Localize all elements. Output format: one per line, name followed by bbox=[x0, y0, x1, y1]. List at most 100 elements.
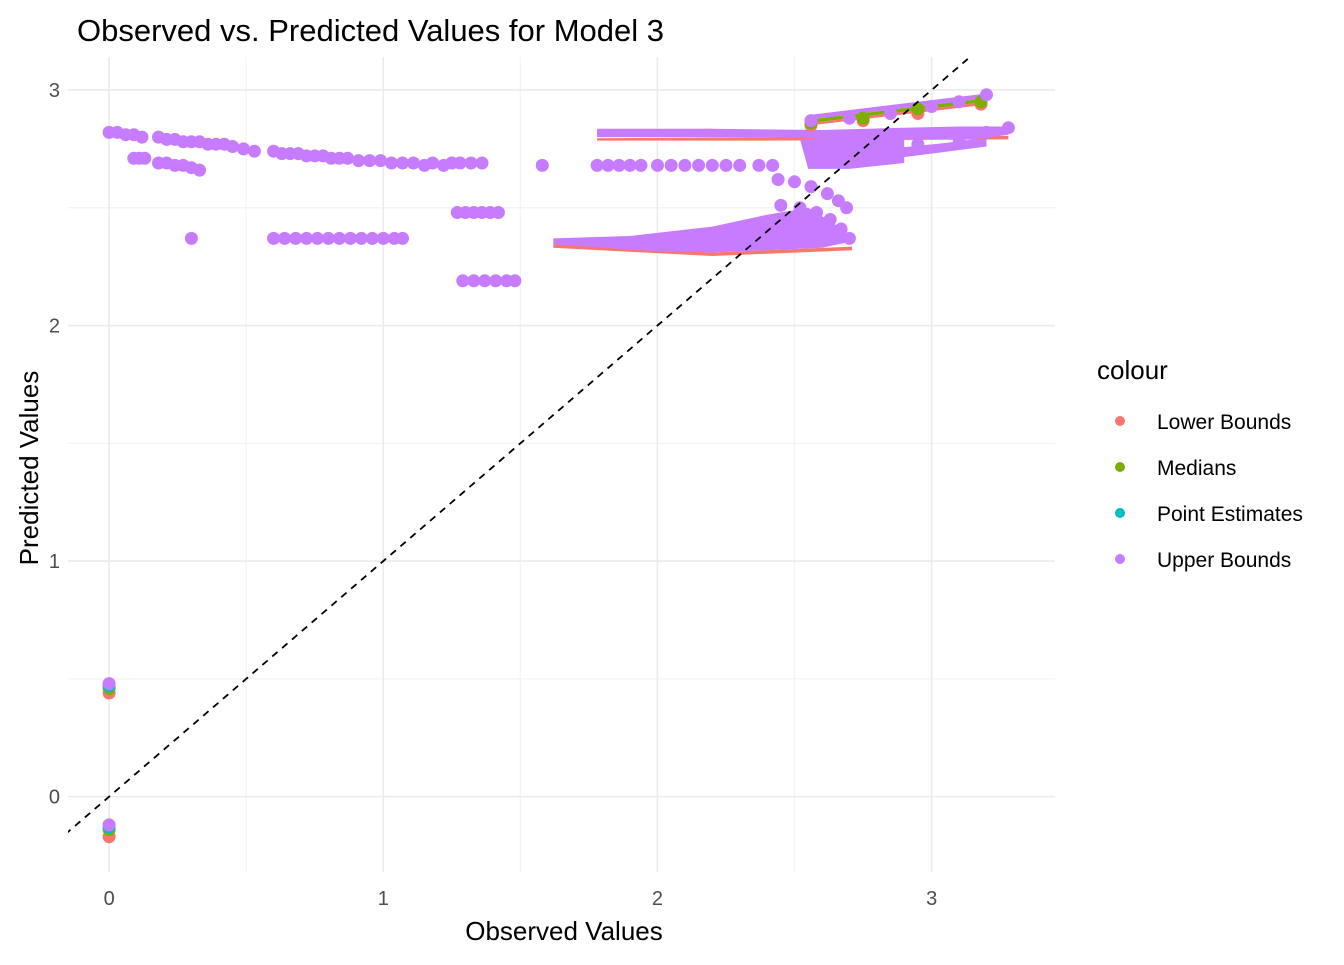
upper-cluster bbox=[800, 137, 905, 169]
upper-bounds-point bbox=[193, 163, 207, 177]
upper-bounds-point bbox=[237, 142, 250, 156]
y-tick-label: 0 bbox=[49, 787, 60, 809]
upper-bounds-point bbox=[289, 231, 303, 245]
upper-bounds-point bbox=[363, 154, 377, 168]
upper-bounds-point bbox=[406, 156, 420, 170]
upper-bounds-point bbox=[678, 158, 692, 172]
upper-bounds-point bbox=[612, 158, 626, 172]
upper-bounds-point bbox=[352, 154, 366, 168]
y-tick-label: 2 bbox=[49, 316, 60, 338]
upper-bounds-point bbox=[952, 95, 966, 109]
upper-bounds-point bbox=[820, 187, 834, 201]
upper-bounds-point bbox=[453, 156, 467, 170]
upper-bounds-point bbox=[491, 206, 505, 219]
legend-title: colour bbox=[1097, 355, 1168, 385]
upper-bounds-point bbox=[102, 818, 116, 832]
upper-bounds-point bbox=[842, 111, 856, 125]
upper-bounds-point bbox=[396, 156, 409, 170]
upper-top-band bbox=[811, 93, 987, 120]
upper-bounds-point bbox=[365, 231, 379, 245]
medians-point bbox=[911, 102, 925, 116]
upper-bounds-point bbox=[834, 222, 848, 236]
y-axis-title: Predicted Values bbox=[14, 371, 44, 566]
x-tick-label: 3 bbox=[926, 888, 937, 910]
legend-key-upper-bounds bbox=[1115, 554, 1125, 564]
legend-label-medians: Medians bbox=[1157, 457, 1236, 480]
upper-bounds-point bbox=[793, 201, 807, 215]
upper-bounds-point bbox=[376, 231, 390, 245]
upper-bounds-point bbox=[102, 677, 116, 691]
upper-bounds-point bbox=[267, 231, 281, 245]
upper-bounds-point bbox=[870, 142, 884, 156]
upper-bounds-point bbox=[719, 158, 733, 172]
legend-label-lower-bounds: Lower Bounds bbox=[1157, 411, 1291, 434]
chart-title: Observed vs. Predicted Values for Model … bbox=[77, 13, 664, 48]
legend-label-upper-bounds: Upper Bounds bbox=[1157, 549, 1291, 572]
upper-bounds-point bbox=[774, 198, 788, 212]
upper-bounds-point bbox=[396, 231, 409, 245]
upper-bounds-point bbox=[354, 231, 368, 245]
upper-bounds-point bbox=[426, 156, 440, 170]
data-bands bbox=[457, 93, 1009, 284]
legend-label-point-estimates: Point Estimates bbox=[1157, 503, 1303, 526]
upper-bounds-point bbox=[692, 158, 706, 172]
upper-bounds-point bbox=[840, 201, 854, 215]
x-tick-label: 1 bbox=[378, 888, 389, 910]
upper-bounds-point bbox=[842, 231, 856, 245]
x-tick-label: 0 bbox=[104, 888, 115, 910]
upper-bounds-point bbox=[705, 158, 719, 172]
identity-reference-line bbox=[68, 57, 972, 834]
upper-bounds-point bbox=[980, 125, 993, 139]
upper-bounds-point bbox=[385, 156, 398, 170]
upper-bounds-point bbox=[823, 213, 837, 226]
upper-bounds-point bbox=[478, 274, 492, 288]
upper-bounds-point bbox=[911, 137, 925, 151]
upper-bounds-point bbox=[467, 274, 481, 288]
upper-cluster bbox=[597, 126, 1009, 168]
upper-bounds-point bbox=[311, 231, 324, 245]
upper-bounds-point bbox=[322, 231, 335, 245]
grid bbox=[68, 57, 1055, 872]
upper-bounds-point bbox=[184, 231, 198, 245]
upper-bounds-point bbox=[634, 158, 648, 172]
upper-bounds-point bbox=[590, 158, 604, 172]
legend-item-upper-bounds: Upper Bounds bbox=[1115, 549, 1291, 572]
lower-rim bbox=[553, 244, 853, 256]
upper-bounds-point bbox=[980, 88, 993, 102]
upper-bounds-point bbox=[733, 158, 747, 172]
legend-item-lower-bounds: Lower Bounds bbox=[1115, 411, 1291, 434]
upper-bounds-point bbox=[135, 130, 149, 144]
upper-bounds-point bbox=[810, 206, 823, 219]
legend: colour Lower Bounds Medians Point Estima… bbox=[1097, 355, 1303, 572]
upper-bounds-point bbox=[788, 175, 801, 189]
band-bar bbox=[597, 128, 713, 136]
upper-bounds-point bbox=[601, 158, 615, 172]
upper-bounds-point bbox=[651, 158, 664, 172]
upper-bounds-point bbox=[456, 274, 470, 288]
upper-bounds-point bbox=[771, 173, 785, 186]
upper-bounds-point bbox=[766, 158, 780, 172]
upper-bounds-point bbox=[804, 180, 818, 194]
upper-bounds-point bbox=[300, 231, 313, 245]
upper-bounds-point bbox=[278, 231, 292, 245]
upper-bounds-point bbox=[464, 156, 478, 170]
legend-key-medians bbox=[1115, 462, 1125, 472]
legend-key-lower-bounds bbox=[1115, 416, 1125, 426]
legend-item-point-estimates: Point Estimates bbox=[1115, 503, 1303, 526]
upper-bounds-point bbox=[138, 151, 152, 165]
lower-wedge bbox=[553, 207, 855, 253]
upper-bounds-point bbox=[1001, 121, 1015, 135]
upper-bounds-point bbox=[952, 132, 966, 146]
upper-bounds-point bbox=[489, 274, 503, 288]
y-tick-label: 1 bbox=[49, 551, 60, 573]
upper-bounds-point bbox=[332, 231, 346, 245]
legend-key-point-estimates bbox=[1115, 508, 1125, 518]
upper-bounds-point bbox=[925, 100, 939, 113]
legend-item-medians: Medians bbox=[1115, 457, 1236, 480]
upper-bounds-point bbox=[374, 154, 388, 168]
upper-bounds-point bbox=[664, 158, 678, 172]
upper-bounds-point bbox=[884, 107, 897, 120]
upper-bounds-point bbox=[475, 156, 489, 170]
